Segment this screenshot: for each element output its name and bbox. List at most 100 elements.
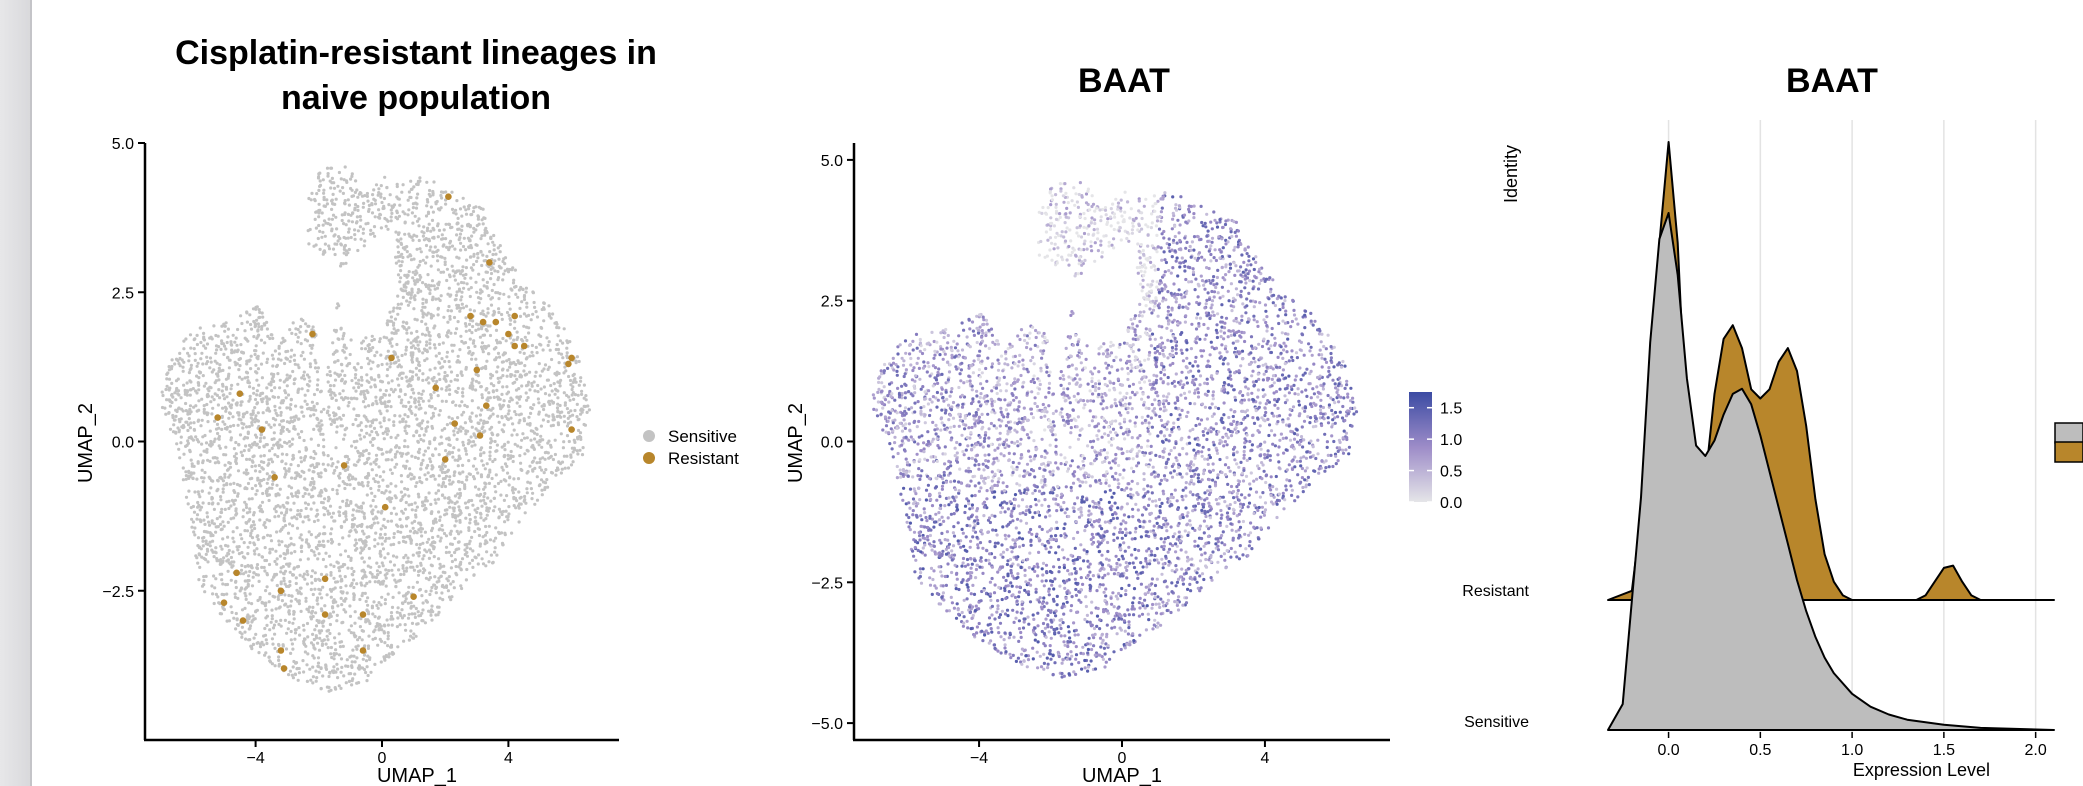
point-sensitive: [358, 597, 362, 602]
point-sensitive: [277, 539, 281, 543]
point-sensitive: [290, 442, 294, 446]
point-sensitive: [331, 341, 335, 345]
point-sensitive: [331, 487, 335, 492]
point-sensitive: [286, 531, 291, 535]
point-sensitive: [317, 188, 321, 192]
point-sensitive: [401, 594, 406, 598]
point-sensitive: [505, 385, 509, 389]
point-sensitive: [542, 306, 546, 310]
point-sensitive: [535, 351, 539, 355]
point-sensitive: [219, 510, 223, 514]
point-sensitive: [444, 534, 449, 538]
point-sensitive: [365, 191, 369, 196]
point-sensitive: [326, 512, 330, 516]
point-sensitive: [208, 429, 212, 433]
point-sensitive: [280, 540, 284, 544]
point-sensitive: [313, 571, 317, 575]
point-sensitive: [275, 530, 279, 534]
point-sensitive: [380, 509, 384, 513]
point-sensitive: [526, 470, 530, 474]
point-sensitive: [359, 666, 363, 670]
point-sensitive: [448, 482, 452, 486]
point-sensitive: [408, 369, 412, 373]
point-sensitive: [247, 574, 251, 578]
point-sensitive: [265, 386, 269, 390]
point-sensitive: [202, 410, 206, 414]
point-sensitive: [255, 371, 259, 375]
point-sensitive: [220, 547, 224, 551]
point-sensitive: [320, 596, 324, 600]
point-sensitive: [215, 456, 219, 460]
point-sensitive: [279, 570, 283, 574]
point-sensitive: [350, 572, 354, 576]
panel1-title-line1: Cisplatin-resistant lineages in: [175, 34, 657, 72]
point-sensitive: [534, 310, 538, 314]
point-sensitive: [525, 487, 529, 491]
point-sensitive: [373, 494, 377, 498]
point-sensitive: [312, 637, 316, 642]
point-sensitive: [517, 361, 521, 365]
point-sensitive: [340, 603, 344, 607]
point-sensitive: [472, 206, 476, 210]
point-sensitive: [225, 483, 229, 487]
point-sensitive: [428, 442, 432, 446]
point-sensitive: [529, 406, 533, 410]
point-sensitive: [391, 309, 395, 313]
point-sensitive: [303, 577, 307, 581]
point-sensitive: [212, 601, 216, 606]
point-sensitive: [414, 513, 418, 517]
point-sensitive: [336, 676, 340, 680]
point-sensitive: [468, 337, 472, 341]
point-sensitive: [582, 383, 587, 387]
point-sensitive: [363, 405, 367, 409]
point-sensitive: [316, 236, 320, 241]
point-sensitive: [322, 438, 326, 442]
point-sensitive: [192, 471, 196, 475]
point-sensitive: [401, 564, 405, 568]
point-sensitive: [397, 568, 401, 572]
point-sensitive: [195, 333, 199, 337]
point-sensitive: [329, 393, 333, 397]
point-sensitive: [371, 193, 375, 197]
point-sensitive: [511, 459, 515, 464]
point-sensitive: [448, 505, 452, 509]
point-sensitive: [540, 468, 544, 472]
point-sensitive: [453, 458, 457, 462]
point-sensitive: [171, 413, 175, 418]
point-sensitive: [359, 390, 363, 394]
point-sensitive: [372, 426, 377, 430]
point-sensitive: [253, 526, 257, 531]
point-sensitive: [571, 391, 575, 395]
point-sensitive: [464, 212, 469, 216]
point-sensitive: [215, 361, 219, 365]
point-sensitive: [517, 397, 521, 401]
point-sensitive: [502, 444, 506, 448]
point-sensitive: [297, 366, 301, 370]
point-sensitive: [572, 446, 576, 450]
point-sensitive: [394, 230, 398, 234]
point-sensitive: [421, 557, 425, 561]
point-sensitive: [496, 365, 500, 369]
point-sensitive: [368, 433, 372, 437]
point-sensitive: [437, 557, 441, 561]
point-sensitive: [471, 377, 475, 381]
point-sensitive: [268, 628, 272, 632]
point-sensitive: [399, 241, 403, 245]
point-sensitive: [381, 478, 385, 482]
point-sensitive: [407, 270, 411, 274]
point-sensitive: [234, 440, 238, 445]
point-sensitive: [439, 536, 443, 540]
point-sensitive: [476, 562, 480, 566]
point-sensitive: [454, 548, 458, 552]
point-sensitive: [334, 580, 338, 584]
point-sensitive: [468, 225, 472, 229]
point-sensitive: [181, 365, 185, 369]
point-sensitive: [529, 411, 533, 415]
point-sensitive: [232, 481, 236, 485]
point-sensitive: [292, 543, 296, 547]
point-sensitive: [356, 229, 360, 233]
point-sensitive: [368, 359, 372, 363]
point-sensitive: [220, 389, 224, 393]
point-sensitive: [435, 199, 439, 204]
point-sensitive: [353, 190, 357, 194]
